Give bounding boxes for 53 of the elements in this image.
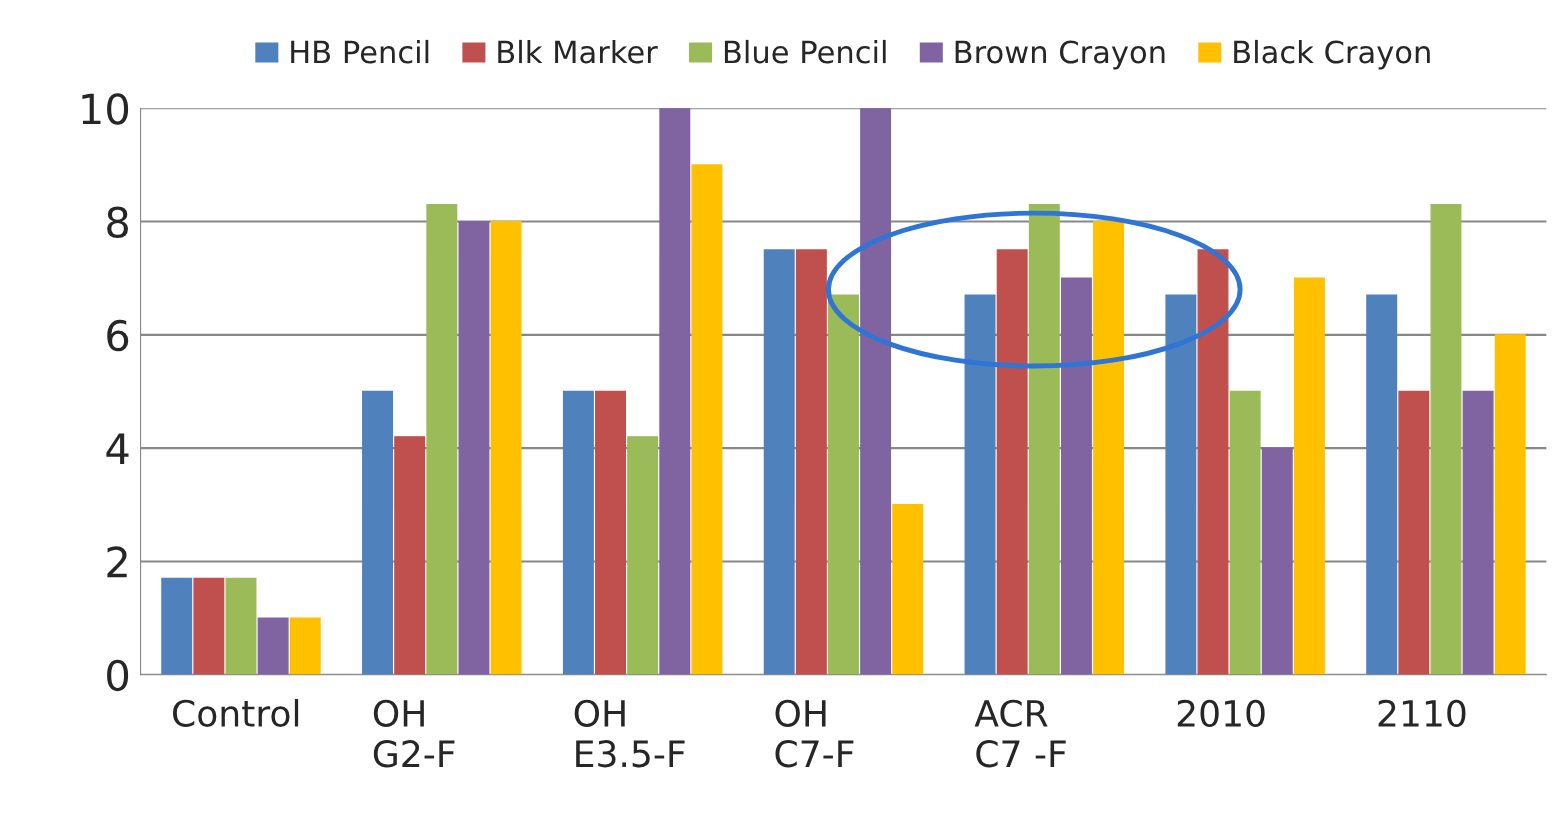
bar bbox=[1229, 390, 1261, 675]
legend-label: Blue Pencil bbox=[724, 39, 886, 64]
bar bbox=[1430, 203, 1462, 675]
x-tick-label: ACR C7 -F bbox=[974, 699, 1066, 768]
bar bbox=[1494, 334, 1526, 675]
bar bbox=[1261, 447, 1293, 675]
bar bbox=[1093, 220, 1125, 675]
bar bbox=[562, 390, 594, 675]
bar bbox=[490, 220, 522, 675]
bar bbox=[1028, 203, 1060, 675]
legend-label: Brown Crayon bbox=[955, 40, 1165, 70]
x-tick-label: Control bbox=[173, 699, 299, 727]
bar bbox=[289, 617, 321, 675]
y-tick-label: 6 bbox=[107, 319, 129, 352]
bar bbox=[394, 436, 426, 675]
bar bbox=[161, 577, 193, 675]
legend-label: Black Crayon bbox=[1234, 39, 1430, 70]
bar bbox=[1366, 294, 1398, 675]
y-tick-label: 8 bbox=[107, 206, 129, 238]
bar bbox=[828, 294, 859, 675]
bar bbox=[1398, 390, 1430, 675]
bar bbox=[458, 220, 490, 675]
bar bbox=[892, 504, 924, 675]
legend-label: Blk Marker bbox=[498, 39, 658, 64]
legend-label: HB Pencil bbox=[291, 39, 429, 64]
bar bbox=[627, 436, 659, 675]
bar bbox=[1293, 277, 1325, 675]
bar bbox=[795, 249, 827, 675]
x-tick-label: 2010 bbox=[1177, 699, 1265, 727]
bar bbox=[257, 617, 289, 675]
bar bbox=[659, 108, 691, 675]
bar bbox=[1197, 249, 1229, 675]
bar bbox=[996, 249, 1028, 675]
y-tick-label: 0 bbox=[107, 659, 129, 692]
x-tick-label: OH G2-F bbox=[373, 699, 455, 768]
x-tick-label: 2110 bbox=[1378, 699, 1466, 727]
bar bbox=[595, 390, 626, 675]
bar bbox=[362, 390, 394, 675]
x-tick-label: OH E3.5-F bbox=[574, 699, 685, 768]
bar bbox=[225, 577, 257, 675]
x-tick-label: OH C7-F bbox=[775, 699, 854, 768]
bar bbox=[691, 164, 723, 675]
bar bbox=[860, 108, 892, 675]
bar bbox=[964, 294, 996, 675]
bar bbox=[193, 577, 225, 675]
bar bbox=[1165, 294, 1197, 675]
y-tick-label: 10 bbox=[82, 93, 129, 125]
bar bbox=[1462, 390, 1494, 675]
bar bbox=[763, 249, 795, 675]
y-tick-label: 4 bbox=[106, 433, 129, 464]
bar bbox=[426, 203, 458, 675]
bar bbox=[1060, 277, 1092, 675]
y-tick-label: 2 bbox=[107, 546, 127, 578]
